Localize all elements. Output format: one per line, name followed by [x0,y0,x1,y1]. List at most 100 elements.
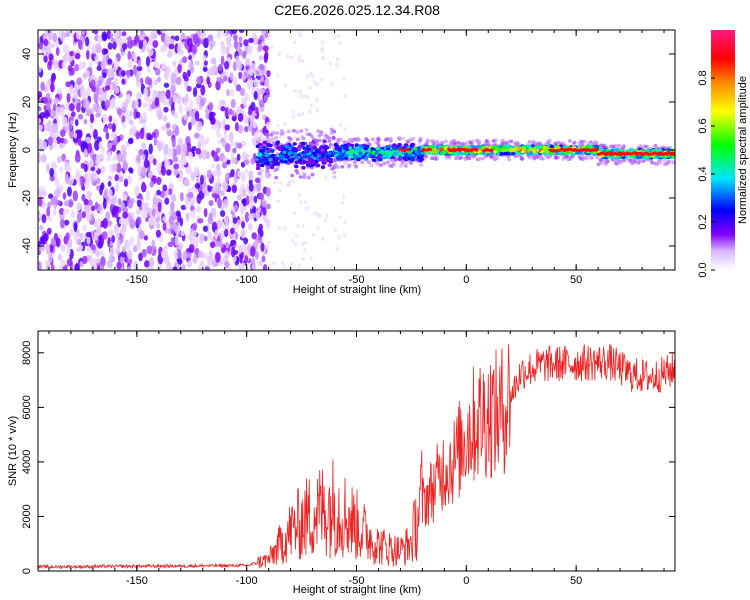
spectrogram-noise-mark [179,192,184,202]
spectrogram-noise-mark [72,190,78,202]
x-tick-label: -100 [236,274,258,286]
spectrogram-noise-mark [153,136,158,147]
spectrogram-noise-mark [39,111,46,119]
spectrogram-halo-mark [425,138,430,143]
spectrogram-noise-mark [155,216,160,223]
spectrogram-signal-mark [282,150,287,155]
spectrogram-noise-mark [171,137,176,148]
spectrogram-faint-mark [335,62,339,67]
spectrogram-halo-mark [638,144,643,148]
spectrogram-faint-mark [302,247,306,252]
spectrogram-faint-mark [283,226,287,231]
spectrogram-halo-mark [299,129,304,133]
spectrogram-noise-mark [126,175,133,185]
spectrogram-noise-mark [102,115,109,124]
spectrogram-signal-mark [499,151,504,156]
spectrogram-noise-mark [231,184,238,194]
spectrogram-noise-mark [46,43,51,54]
spectrogram-signal-mark [288,151,293,155]
spectrogram-signal-mark [296,146,302,150]
spectrogram-noise-mark [47,60,53,66]
spectrogram-noise-mark [192,257,198,264]
spectrogram-faint-mark [343,94,347,99]
spectrogram-noise-mark [109,247,116,257]
spectrogram-noise-mark [56,87,62,95]
spectrogram-signal-mark [292,142,297,146]
spectrogram-noise-mark [177,43,182,55]
spectrogram-noise-mark [111,235,116,244]
spectrogram-noise-mark [226,33,231,39]
spectrogram-halo-mark [565,157,570,162]
spectrogram-halo-mark [307,175,312,179]
spectrogram-halo-mark [397,137,402,141]
spectrogram-noise-mark [248,124,253,133]
spectrogram-noise-mark [156,176,162,186]
spectrogram-noise-mark [182,143,187,153]
spectrogram-signal-mark [380,150,385,155]
spectrogram-noise-mark [48,252,53,264]
spectrogram-noise-mark [46,125,51,132]
spectrogram-noise-mark [154,68,161,76]
spectrogram-noise-mark [102,217,108,229]
spectrogram-faint-mark [286,183,290,188]
spectrogram-halo-mark [564,154,569,158]
spectrogram-noise-mark [175,210,181,217]
spectrogram-noise-mark [68,67,75,76]
spectrogram-noise-mark [234,204,238,211]
spectrogram-halo-mark [375,161,380,166]
spectrogram-noise-mark [234,122,239,132]
spectrogram-noise-mark [262,264,268,270]
spectrogram-noise-mark [180,204,187,211]
spectrogram-noise-mark [202,187,207,194]
spectrogram-noise-mark [85,36,90,47]
spectrogram-halo-mark [456,140,461,145]
spectrogram-signal-mark [470,145,476,149]
spectrogram-signal-mark [406,150,412,154]
spectrogram-faint-mark [324,218,328,223]
spectrogram-noise-mark [254,177,261,184]
spectrogram-noise-mark [206,169,213,180]
spectrogram-halo-mark [433,156,438,161]
spectrogram-faint-mark [318,213,322,218]
spectrogram-halo-mark [417,142,422,147]
spectrogram-noise-mark [194,132,200,139]
spectrogram-noise-mark [214,182,220,191]
spectrogram-noise-mark [252,122,258,129]
spectrogram-noise-mark [145,190,151,202]
spectrogram-noise-mark [164,143,169,155]
spectrogram-signal-mark [480,145,486,150]
spectrogram-noise-mark [106,151,112,162]
spectrogram-noise-mark [126,36,133,42]
spectrogram-halo-mark [257,171,262,176]
spectrogram-faint-mark [283,122,287,127]
spectrogram-peak-mark [490,148,494,152]
spectrogram-noise-mark [210,124,217,130]
spectrogram-signal-mark [315,163,321,168]
spectrogram-halo-mark [332,129,337,134]
spectrogram-noise-mark [189,98,193,109]
spectrogram-halo-mark [578,156,583,161]
spectrogram-noise-mark [52,32,57,43]
spectrogram-noise-mark [164,69,170,81]
spectrogram-faint-mark [273,180,277,185]
spectrogram-noise-mark [42,96,48,104]
spectrogram-signal-mark [268,157,273,162]
spectrogram-signal-mark [354,143,359,147]
spectrogram-noise-mark [200,84,206,96]
spectrogram-halo-mark [477,156,482,161]
spectrogram-noise-mark [135,208,140,215]
spectrogram-faint-mark [299,33,303,38]
spectrogram-faint-mark [278,188,282,193]
spectrogram-halo-mark [265,169,270,174]
spectrogram-noise-mark [213,151,219,162]
spectrogram-noise-mark [104,85,111,91]
spectrogram-noise-mark [117,152,123,163]
spectrogram-noise-mark [248,183,254,192]
spectrogram-noise-mark [175,76,182,86]
spectrogram-noise-mark [95,43,102,54]
spectrogram-noise-mark [54,177,60,188]
spectrogram-halo-mark [343,161,348,165]
spectrogram-signal-mark [346,142,351,147]
spectrogram-faint-mark [338,215,342,220]
spectrogram-noise-mark [153,60,159,68]
